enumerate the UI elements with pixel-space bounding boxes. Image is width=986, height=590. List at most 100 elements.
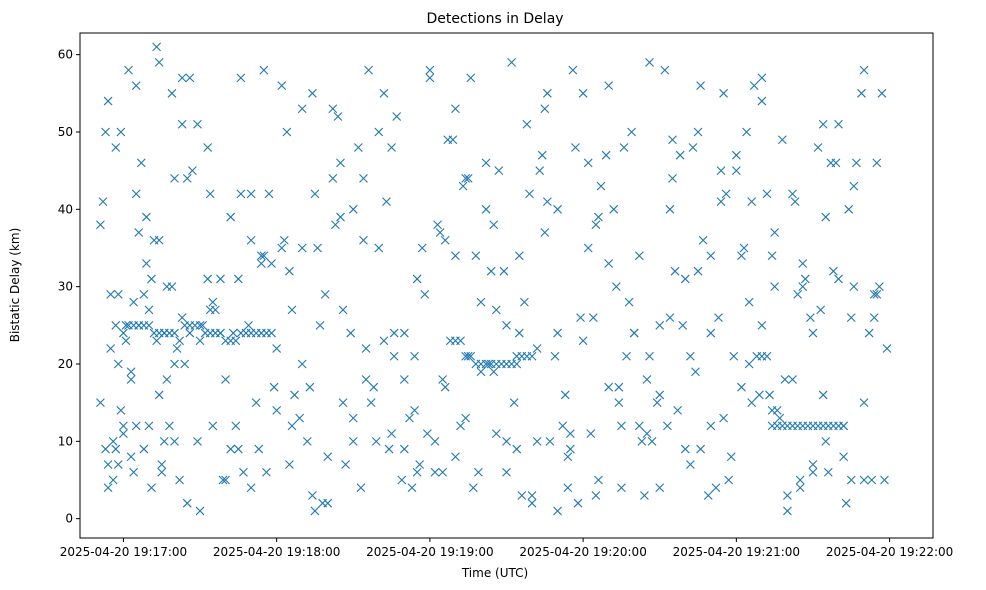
data-point (527, 498, 537, 508)
data-point (604, 81, 614, 90)
data-point (800, 274, 810, 284)
data-point (542, 88, 552, 98)
data-point (783, 506, 792, 516)
data-point (614, 382, 624, 392)
data-point (583, 158, 593, 168)
data-point (522, 119, 532, 129)
data-point (226, 212, 236, 222)
data-point (491, 429, 501, 438)
data-point (790, 197, 800, 206)
data-point (364, 65, 373, 75)
data-point (471, 251, 481, 261)
data-point (277, 81, 287, 90)
data-point (696, 444, 705, 454)
data-point (285, 460, 294, 469)
data-point (119, 421, 128, 431)
data-point (129, 297, 139, 307)
data-point (767, 251, 777, 261)
data-point (126, 452, 136, 462)
data-point (754, 390, 764, 400)
data-point (422, 429, 432, 438)
data-point (558, 421, 568, 431)
data-point (333, 112, 343, 121)
data-point (565, 444, 575, 454)
data-point (476, 297, 486, 307)
data-point (208, 297, 218, 307)
data-point (757, 96, 767, 106)
data-point (747, 197, 757, 206)
data-point (568, 65, 578, 75)
data-point (267, 328, 276, 338)
data-point (502, 467, 511, 477)
data-point (162, 375, 172, 384)
data-point (831, 158, 841, 168)
data-point (412, 467, 422, 477)
data-point (369, 382, 379, 392)
data-point (721, 189, 731, 199)
data-point (328, 104, 338, 114)
data-point (744, 297, 754, 307)
data-point (601, 150, 611, 160)
data-point (762, 351, 772, 361)
data-point (417, 243, 427, 253)
data-point (798, 259, 808, 268)
data-point (476, 367, 486, 377)
data-point (384, 444, 394, 454)
data-point (320, 290, 330, 299)
data-point (336, 158, 345, 168)
data-point (315, 320, 325, 330)
data-point (305, 382, 315, 392)
data-point (729, 351, 739, 361)
data-point (328, 174, 338, 183)
data-point (545, 436, 555, 446)
data-point (560, 390, 570, 400)
data-point (111, 444, 121, 454)
data-point (348, 413, 358, 423)
data-point (818, 119, 828, 129)
data-point (537, 150, 547, 160)
data-point (96, 398, 105, 408)
data-point (136, 158, 146, 168)
data-point (665, 204, 675, 214)
data-point (451, 251, 460, 261)
data-point (645, 57, 654, 67)
data-point (839, 421, 849, 431)
data-point (872, 290, 882, 299)
data-point (106, 344, 116, 353)
data-point (793, 290, 803, 299)
data-point (131, 189, 141, 199)
data-point (665, 313, 675, 322)
data-point (103, 483, 113, 493)
data-point (714, 313, 723, 322)
data-point (233, 274, 243, 284)
data-point (277, 243, 287, 253)
data-point (221, 475, 230, 485)
data-point (177, 313, 187, 322)
y-tick-label: 0 (65, 512, 73, 526)
data-point (655, 390, 665, 400)
data-point (147, 274, 156, 284)
data-point (588, 313, 598, 322)
data-point (591, 491, 601, 500)
data-point (392, 112, 402, 121)
data-point (742, 127, 751, 137)
data-point (622, 351, 631, 361)
data-point (859, 65, 869, 75)
data-point (788, 375, 797, 384)
data-point (839, 452, 849, 462)
data-point (399, 444, 409, 454)
data-point (379, 88, 389, 98)
data-point (172, 344, 182, 353)
data-point (119, 429, 128, 438)
data-point (517, 491, 527, 500)
data-point (747, 398, 757, 408)
data-point (486, 266, 496, 276)
data-point (749, 81, 759, 90)
x-tick-label: 2025-04-20 19:21:00 (673, 545, 800, 559)
data-point (246, 483, 256, 493)
data-point (795, 483, 805, 493)
data-point (361, 375, 371, 384)
data-point (399, 375, 409, 384)
data-point (108, 475, 118, 485)
data-point (869, 313, 879, 322)
